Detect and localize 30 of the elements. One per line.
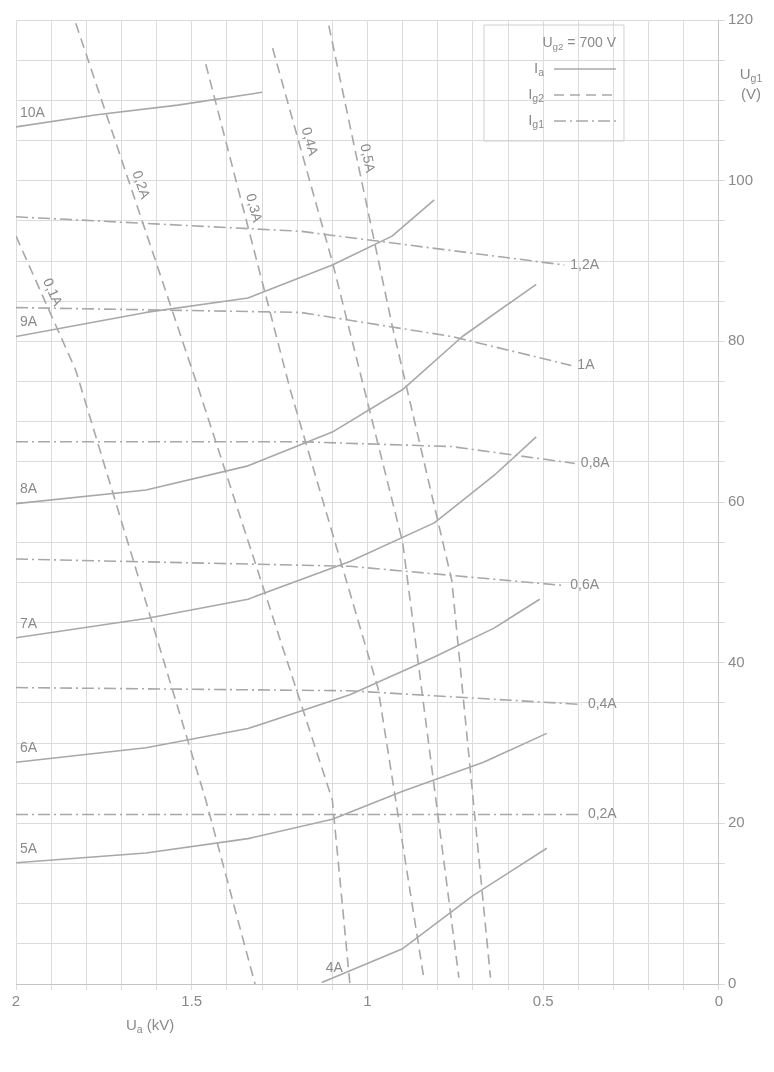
series-label: 0,2A: [587, 805, 618, 822]
series-label: 7A: [20, 614, 38, 631]
series-label: 6A: [20, 739, 38, 756]
y-tick-label: 120: [727, 10, 753, 28]
y-tick-label: 40: [727, 652, 745, 670]
x-tick-label: 0: [714, 992, 724, 1010]
x-tick-label: 0.5: [532, 992, 554, 1010]
text: 0,4A: [298, 125, 322, 158]
text: 0,1A: [39, 275, 67, 309]
y-tick-label: 0: [727, 974, 737, 992]
y-tick-label: 20: [727, 813, 745, 831]
y-tick-label: 60: [727, 492, 745, 510]
series-label: 10A: [20, 103, 46, 120]
series-label: 4A: [325, 959, 344, 976]
x-tick-label: 1.5: [181, 992, 203, 1010]
series-label: 0,4A: [587, 695, 618, 712]
text: 0,3A: [243, 191, 267, 225]
y-tick-label: 100: [727, 170, 753, 188]
series-label: 0,8A: [580, 454, 611, 471]
y-tick-label: 80: [727, 331, 745, 349]
series-label: 5A: [20, 839, 38, 856]
series-label: 8A: [20, 480, 38, 497]
x-tick-label: 2: [11, 992, 21, 1010]
series-label: 0,6A: [570, 576, 600, 593]
text: 0,2A: [129, 168, 155, 202]
series-label: 1A: [577, 356, 596, 373]
text: 0,5A: [357, 142, 380, 175]
series-label: 9A: [20, 313, 38, 330]
series-label: 1,2A: [570, 255, 600, 272]
x-tick-label: 1: [363, 992, 372, 1010]
